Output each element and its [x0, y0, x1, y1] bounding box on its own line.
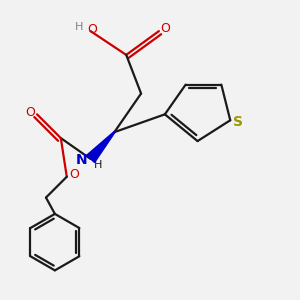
- Text: N: N: [76, 153, 88, 167]
- Text: H: H: [94, 160, 102, 170]
- Text: S: S: [233, 115, 243, 129]
- Text: H: H: [74, 22, 83, 32]
- Polygon shape: [87, 132, 115, 163]
- Text: O: O: [160, 22, 170, 35]
- Text: O: O: [26, 106, 35, 119]
- Text: O: O: [87, 23, 97, 36]
- Text: O: O: [69, 168, 79, 181]
